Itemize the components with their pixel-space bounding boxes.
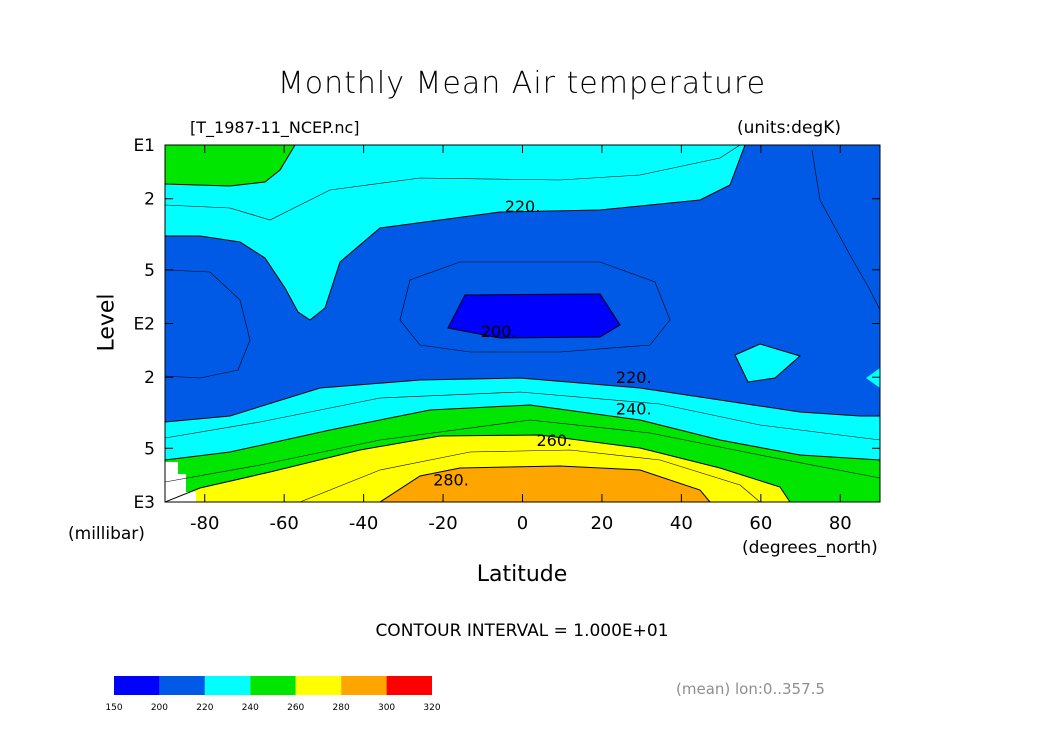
contour-value-label: 220.	[505, 197, 541, 216]
x-tick-label: -20	[428, 513, 457, 534]
contour-value-label: 220.	[616, 368, 652, 387]
contour-value-label: 280.	[433, 471, 469, 490]
band-220-240-upper	[165, 145, 745, 320]
units-label: (units:degK)	[737, 118, 841, 138]
colorbar: 150 200 220 240 260 280 300 320	[105, 676, 441, 713]
x-tick-label: 60	[749, 513, 772, 534]
colorbar-swatch	[250, 676, 296, 695]
contour-label-layer: 220. 200. 220. 240. 260. 280.	[433, 197, 651, 490]
colorbar-tick-label: 280	[333, 703, 350, 713]
colorbar-swatch	[159, 676, 205, 695]
contour-lines	[165, 145, 880, 502]
colorbar-tick-label: 220	[196, 703, 213, 713]
band-150-200	[448, 294, 620, 338]
y-tick-label: E1	[133, 136, 155, 156]
y-tick-label: E2	[133, 315, 155, 335]
x-tick-label: -80	[190, 513, 219, 534]
colorbar-tick-label: 300	[378, 703, 395, 713]
contour-value-label: 260.	[536, 431, 572, 450]
colorbar-tick-label: 320	[423, 703, 440, 713]
x-axis-label: Latitude	[476, 562, 568, 587]
contour-value-label: 240.	[616, 400, 652, 419]
colorbar-tick-label: 260	[287, 703, 304, 713]
x-tick-label: 20	[590, 513, 613, 534]
colorbar-tick-label: 200	[151, 703, 168, 713]
y-tick-label: 2	[144, 190, 155, 210]
colorbar-swatch	[114, 676, 160, 695]
band-280-300	[380, 466, 710, 502]
contour-value-label: 200.	[481, 322, 517, 341]
x-axis-ticks: -80 -60 -40 -20 0 20 40 60 80	[190, 145, 852, 534]
colorbar-tick-label: 240	[242, 703, 259, 713]
y-tick-label: 5	[144, 261, 155, 281]
band-240-260-topleft	[165, 145, 295, 186]
band-220-240-island	[735, 344, 800, 382]
x-tick-label: 0	[517, 513, 528, 534]
colorbar-tick-label: 150	[105, 703, 122, 713]
chart-title: Monthly Mean Air temperature	[277, 66, 767, 101]
y-tick-label: 5	[144, 439, 155, 459]
contour-interval-label: CONTOUR INTERVAL = 1.000E+01	[375, 621, 669, 641]
mean-longitude-note: (mean) lon:0..357.5	[676, 680, 825, 698]
colorbar-swatch	[386, 676, 432, 695]
colorbar-swatch	[341, 676, 387, 695]
source-file-label: [T_1987-11_NCEP.nc]	[190, 118, 360, 137]
x-tick-label: -40	[349, 513, 378, 534]
band-220-240-edge	[866, 368, 880, 388]
x-unit-label: (degrees_north)	[742, 538, 878, 558]
y-axis-ticks: E1 2 5 E2 2 5 E3	[133, 136, 880, 513]
contour-fill-layer	[165, 145, 880, 502]
y-unit-label: (millibar)	[68, 524, 145, 544]
y-tick-label: E3	[133, 493, 155, 513]
x-tick-label: 80	[829, 513, 852, 534]
colorbar-swatch	[295, 676, 342, 695]
x-tick-label: 40	[670, 513, 693, 534]
missing-data-patch	[165, 462, 196, 502]
colorbar-swatch	[204, 676, 251, 695]
y-tick-label: 2	[144, 368, 155, 388]
x-tick-label: -60	[269, 513, 298, 534]
